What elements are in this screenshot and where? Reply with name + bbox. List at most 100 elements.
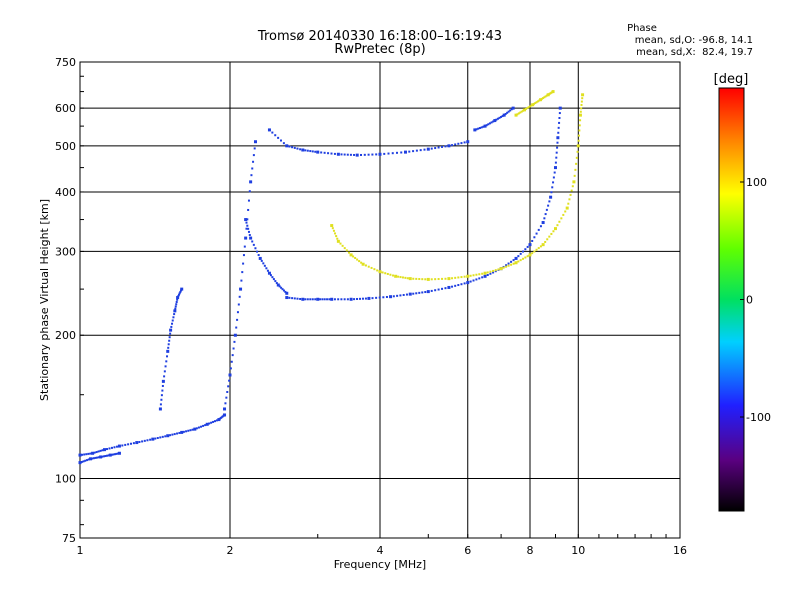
echo-point-o — [548, 200, 551, 203]
echo-point-o — [509, 109, 512, 112]
echo-point-x — [451, 277, 454, 280]
echo-point-o — [228, 373, 232, 377]
echo-point-x — [457, 276, 460, 279]
echo-point-o — [466, 140, 470, 144]
echo-point-x — [434, 278, 437, 281]
echo-point-o — [430, 147, 433, 150]
echo-point-o — [552, 176, 555, 179]
echo-point-o — [493, 119, 497, 123]
echo-point-o — [502, 113, 506, 117]
echo-point-o — [415, 149, 418, 152]
x-tick-label: 6 — [464, 544, 471, 557]
echo-point-o — [483, 274, 487, 278]
echo-point-o — [457, 142, 460, 145]
echo-point-o — [486, 274, 489, 277]
echo-point-o — [460, 142, 463, 145]
echo-point-o — [363, 153, 366, 156]
echo-point-x — [520, 110, 523, 113]
echo-point-o — [104, 455, 107, 458]
echo-point-x — [336, 239, 340, 243]
echo-point-o — [391, 152, 394, 155]
echo-point-x — [499, 267, 503, 271]
echo-point-o — [285, 296, 289, 300]
echo-point-x — [367, 265, 370, 268]
echo-point-x — [341, 244, 344, 247]
echo-point-o — [252, 243, 255, 246]
echo-point-o — [101, 449, 104, 452]
echo-point-x — [535, 248, 538, 251]
echo-point-x — [544, 240, 547, 243]
echo-point-o — [511, 106, 515, 110]
echo-point-x — [576, 144, 580, 148]
echo-point-o — [271, 276, 274, 279]
echo-point-o — [304, 298, 307, 301]
echo-point-o — [340, 153, 343, 156]
echo-point-o — [178, 431, 181, 434]
colorbar-ticks: 100 0 -100 — [740, 176, 771, 424]
echo-point-x — [579, 119, 582, 122]
echo-point-o — [489, 272, 492, 275]
echo-point-o — [113, 453, 116, 456]
echo-point-o — [176, 296, 180, 300]
echo-point-o — [106, 454, 109, 457]
echo-point-o — [164, 365, 167, 368]
echo-point-o — [281, 288, 284, 291]
echo-point-o — [89, 452, 92, 455]
echo-point-o — [262, 262, 265, 265]
echo-point-o — [224, 402, 227, 405]
echo-point-o — [478, 277, 481, 280]
echo-point-x — [469, 274, 472, 277]
echo-point-o — [237, 303, 240, 306]
echo-point-x — [575, 162, 578, 165]
echo-point-o — [478, 127, 481, 130]
echo-point-x — [376, 269, 379, 272]
echo-point-o — [99, 449, 102, 452]
echo-point-o — [408, 150, 411, 153]
echo-point-x — [492, 269, 495, 272]
echo-point-o — [541, 221, 545, 225]
echo-point-o — [200, 425, 203, 428]
echo-point-o — [451, 144, 454, 147]
echo-point-x — [528, 253, 532, 257]
echo-point-x — [531, 252, 534, 255]
echo-point-o — [197, 426, 200, 429]
echo-point-x — [523, 108, 527, 112]
echo-point-o — [280, 286, 283, 289]
echo-point-o — [267, 271, 271, 275]
echo-point-o — [558, 112, 561, 115]
echo-point-o — [301, 148, 305, 152]
echo-point-x — [478, 273, 481, 276]
echo-point-o — [127, 443, 130, 446]
echo-point-o — [457, 284, 460, 287]
echo-point-o — [514, 256, 518, 260]
colorbar-label: [deg] — [714, 72, 749, 87]
echo-point-o — [506, 111, 509, 114]
echo-point-x — [336, 237, 339, 240]
echo-point-o — [97, 450, 100, 453]
echo-point-o — [285, 144, 289, 148]
echo-point-o — [437, 146, 440, 149]
echo-point-x — [483, 271, 487, 275]
echo-point-x — [550, 232, 553, 235]
echo-point-o — [248, 190, 251, 193]
x-tick-label: 8 — [527, 544, 534, 557]
echo-point-x — [581, 93, 585, 97]
echo-point-x — [567, 202, 570, 205]
echo-point-x — [570, 189, 573, 192]
y-tick-label: 600 — [55, 102, 76, 115]
echo-point-o — [169, 332, 172, 335]
echo-points — [78, 90, 585, 465]
echo-point-x — [514, 113, 518, 117]
echo-point-o — [160, 398, 163, 401]
echo-point-o — [463, 282, 466, 285]
echo-point-o — [208, 422, 211, 425]
echo-point-o — [319, 298, 322, 301]
echo-point-x — [558, 220, 561, 223]
echo-point-o — [117, 451, 121, 455]
echo-point-x — [542, 97, 545, 100]
echo-point-o — [549, 195, 553, 199]
echo-point-o — [167, 343, 170, 346]
echo-point-o — [110, 453, 113, 456]
echo-point-o — [512, 259, 515, 262]
